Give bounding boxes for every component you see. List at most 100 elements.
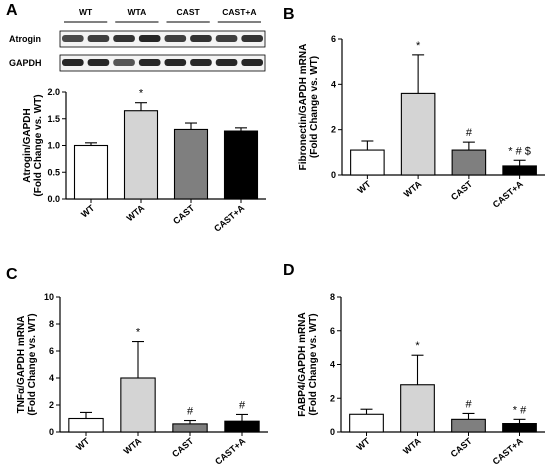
blot-group-label: WTA [128, 7, 147, 17]
bar-wt [73, 144, 109, 200]
y-axis-label: FABP4/GAPDH mRNA [297, 312, 308, 416]
x-tick-label: WT [79, 203, 97, 220]
blot-band [113, 35, 135, 42]
y-tick-label: 2 [331, 125, 336, 135]
x-tick-label: WT [356, 179, 374, 196]
bar-wta [400, 92, 436, 176]
blot-strip [59, 54, 266, 72]
panel-letter-d: D [283, 262, 295, 279]
y-axis-label-sub: (Fold Change vs. WT) [33, 94, 44, 196]
blot-band [113, 59, 135, 66]
y-axis-label-sub: (Fold Change vs. WT) [27, 313, 38, 415]
y-tick-label: 4 [331, 79, 336, 89]
y-tick-label: 8 [330, 292, 335, 302]
x-tick-label: WTA [401, 436, 423, 457]
blot-band [87, 59, 110, 66]
y-tick-label: 2 [49, 400, 54, 410]
y-tick-label: 10 [44, 292, 54, 302]
y-tick-label: 6 [330, 326, 335, 336]
blot-group-label: WT [79, 7, 93, 17]
significance-label: # [465, 398, 472, 410]
blot-band [138, 35, 161, 42]
bar-wta [400, 384, 435, 433]
y-tick-label: 0 [331, 170, 336, 180]
y-axis-label-sub: (Fold Change vs. WT) [308, 313, 319, 415]
y-tick-label: 2 [330, 393, 335, 403]
significance-label: * # $ [508, 145, 531, 157]
blot-band [164, 35, 187, 42]
x-tick-label: WTA [122, 436, 144, 457]
significance-label: * [415, 340, 420, 352]
bar-cast-plus-a [223, 130, 259, 200]
y-tick-label: 0.5 [47, 167, 60, 177]
bar-cast [173, 128, 209, 200]
panel-letter-b: B [283, 6, 295, 23]
bar-cast-plus-a [502, 423, 537, 433]
bar-wt [349, 413, 384, 433]
blot-band [241, 35, 263, 42]
panel-letter-c: C [6, 266, 18, 283]
blot-group-label: CAST [177, 7, 201, 17]
y-axis-label: TNFα/GAPDH mRNA [16, 316, 27, 414]
panel-letter-a: A [6, 2, 18, 19]
x-tick-label: WT [355, 436, 373, 453]
bar-cast-plus-a [224, 420, 260, 433]
significance-label: # [187, 406, 194, 418]
bar-wta [123, 110, 159, 200]
x-tick-label: CAST [449, 436, 475, 460]
blot-band [164, 59, 187, 66]
x-tick-label: CAST+A [213, 436, 248, 467]
x-tick-label: CAST [449, 179, 475, 203]
y-tick-label: 0 [49, 427, 54, 437]
blot-group-label: CAST+A [222, 7, 256, 17]
blot-strip [59, 30, 266, 48]
y-tick-label: 8 [49, 319, 54, 329]
blot-band [190, 59, 212, 66]
bar-wt [350, 149, 385, 176]
significance-label: # [466, 127, 473, 139]
blot-row-label: Atrogin [9, 34, 41, 44]
blot-band [62, 35, 84, 42]
chart-panel-b: 0 2 4 6 Fibronectin/GAPDH mRNA (Fold Change v… [298, 34, 545, 210]
y-tick-label: 0 [330, 427, 335, 437]
y-axis-label-sub: (Fold Change vs. WT) [309, 56, 320, 158]
x-tick-label: CAST [170, 436, 196, 460]
x-tick-label: CAST+A [212, 203, 247, 234]
y-tick-label: 4 [330, 360, 335, 370]
significance-label: * [136, 327, 141, 339]
y-tick-label: 2.0 [47, 87, 60, 97]
x-tick-label: CAST+A [491, 179, 526, 210]
blot-row-label: GAPDH [9, 58, 42, 68]
bar-cast [451, 418, 486, 433]
y-tick-label: 6 [49, 346, 54, 356]
western-blot: WT WTA CAST CAST+A Atrogin GAPDH [9, 7, 266, 72]
significance-label: * [139, 88, 144, 100]
y-axis-label: Fibronectin/GAPDH mRNA [298, 44, 309, 171]
y-axis-label: Atrogin/GAPDH [22, 108, 33, 182]
x-tick-label: CAST+A [491, 436, 526, 467]
blot-band [62, 59, 84, 66]
blot-band [241, 59, 263, 66]
y-tick-label: 0.0 [47, 194, 60, 204]
x-tick-label: CAST [171, 203, 197, 227]
x-tick-label: WTA [125, 203, 147, 224]
bar-cast [172, 423, 208, 433]
chart-panel-d: 0 2 4 6 8 FABP4/GAPDH mRNA (Fold Change vs. WT… [297, 292, 545, 467]
y-tick-label: 1.0 [47, 141, 60, 151]
y-tick-label: 4 [49, 373, 54, 383]
significance-label: * [416, 40, 421, 52]
bar-cast-plus-a [502, 165, 537, 176]
blot-band [215, 35, 238, 42]
chart-panel-a: 0.0 0.5 1.0 1.5 2.0 Atrogin/GAPDH (Fold Change… [22, 87, 266, 234]
significance-label: * # [513, 404, 527, 416]
blot-band [190, 35, 212, 42]
blot-band [215, 59, 238, 66]
significance-label: # [239, 399, 246, 411]
blot-band [87, 35, 110, 42]
bar-cast [451, 149, 487, 176]
bar-wta [120, 377, 156, 433]
x-tick-label: WT [74, 436, 92, 453]
y-tick-label: 6 [331, 34, 336, 44]
chart-panel-c: 0 2 4 6 8 10 TNFα/GAPDH mRNA (Fold Change vs. W… [16, 292, 268, 467]
